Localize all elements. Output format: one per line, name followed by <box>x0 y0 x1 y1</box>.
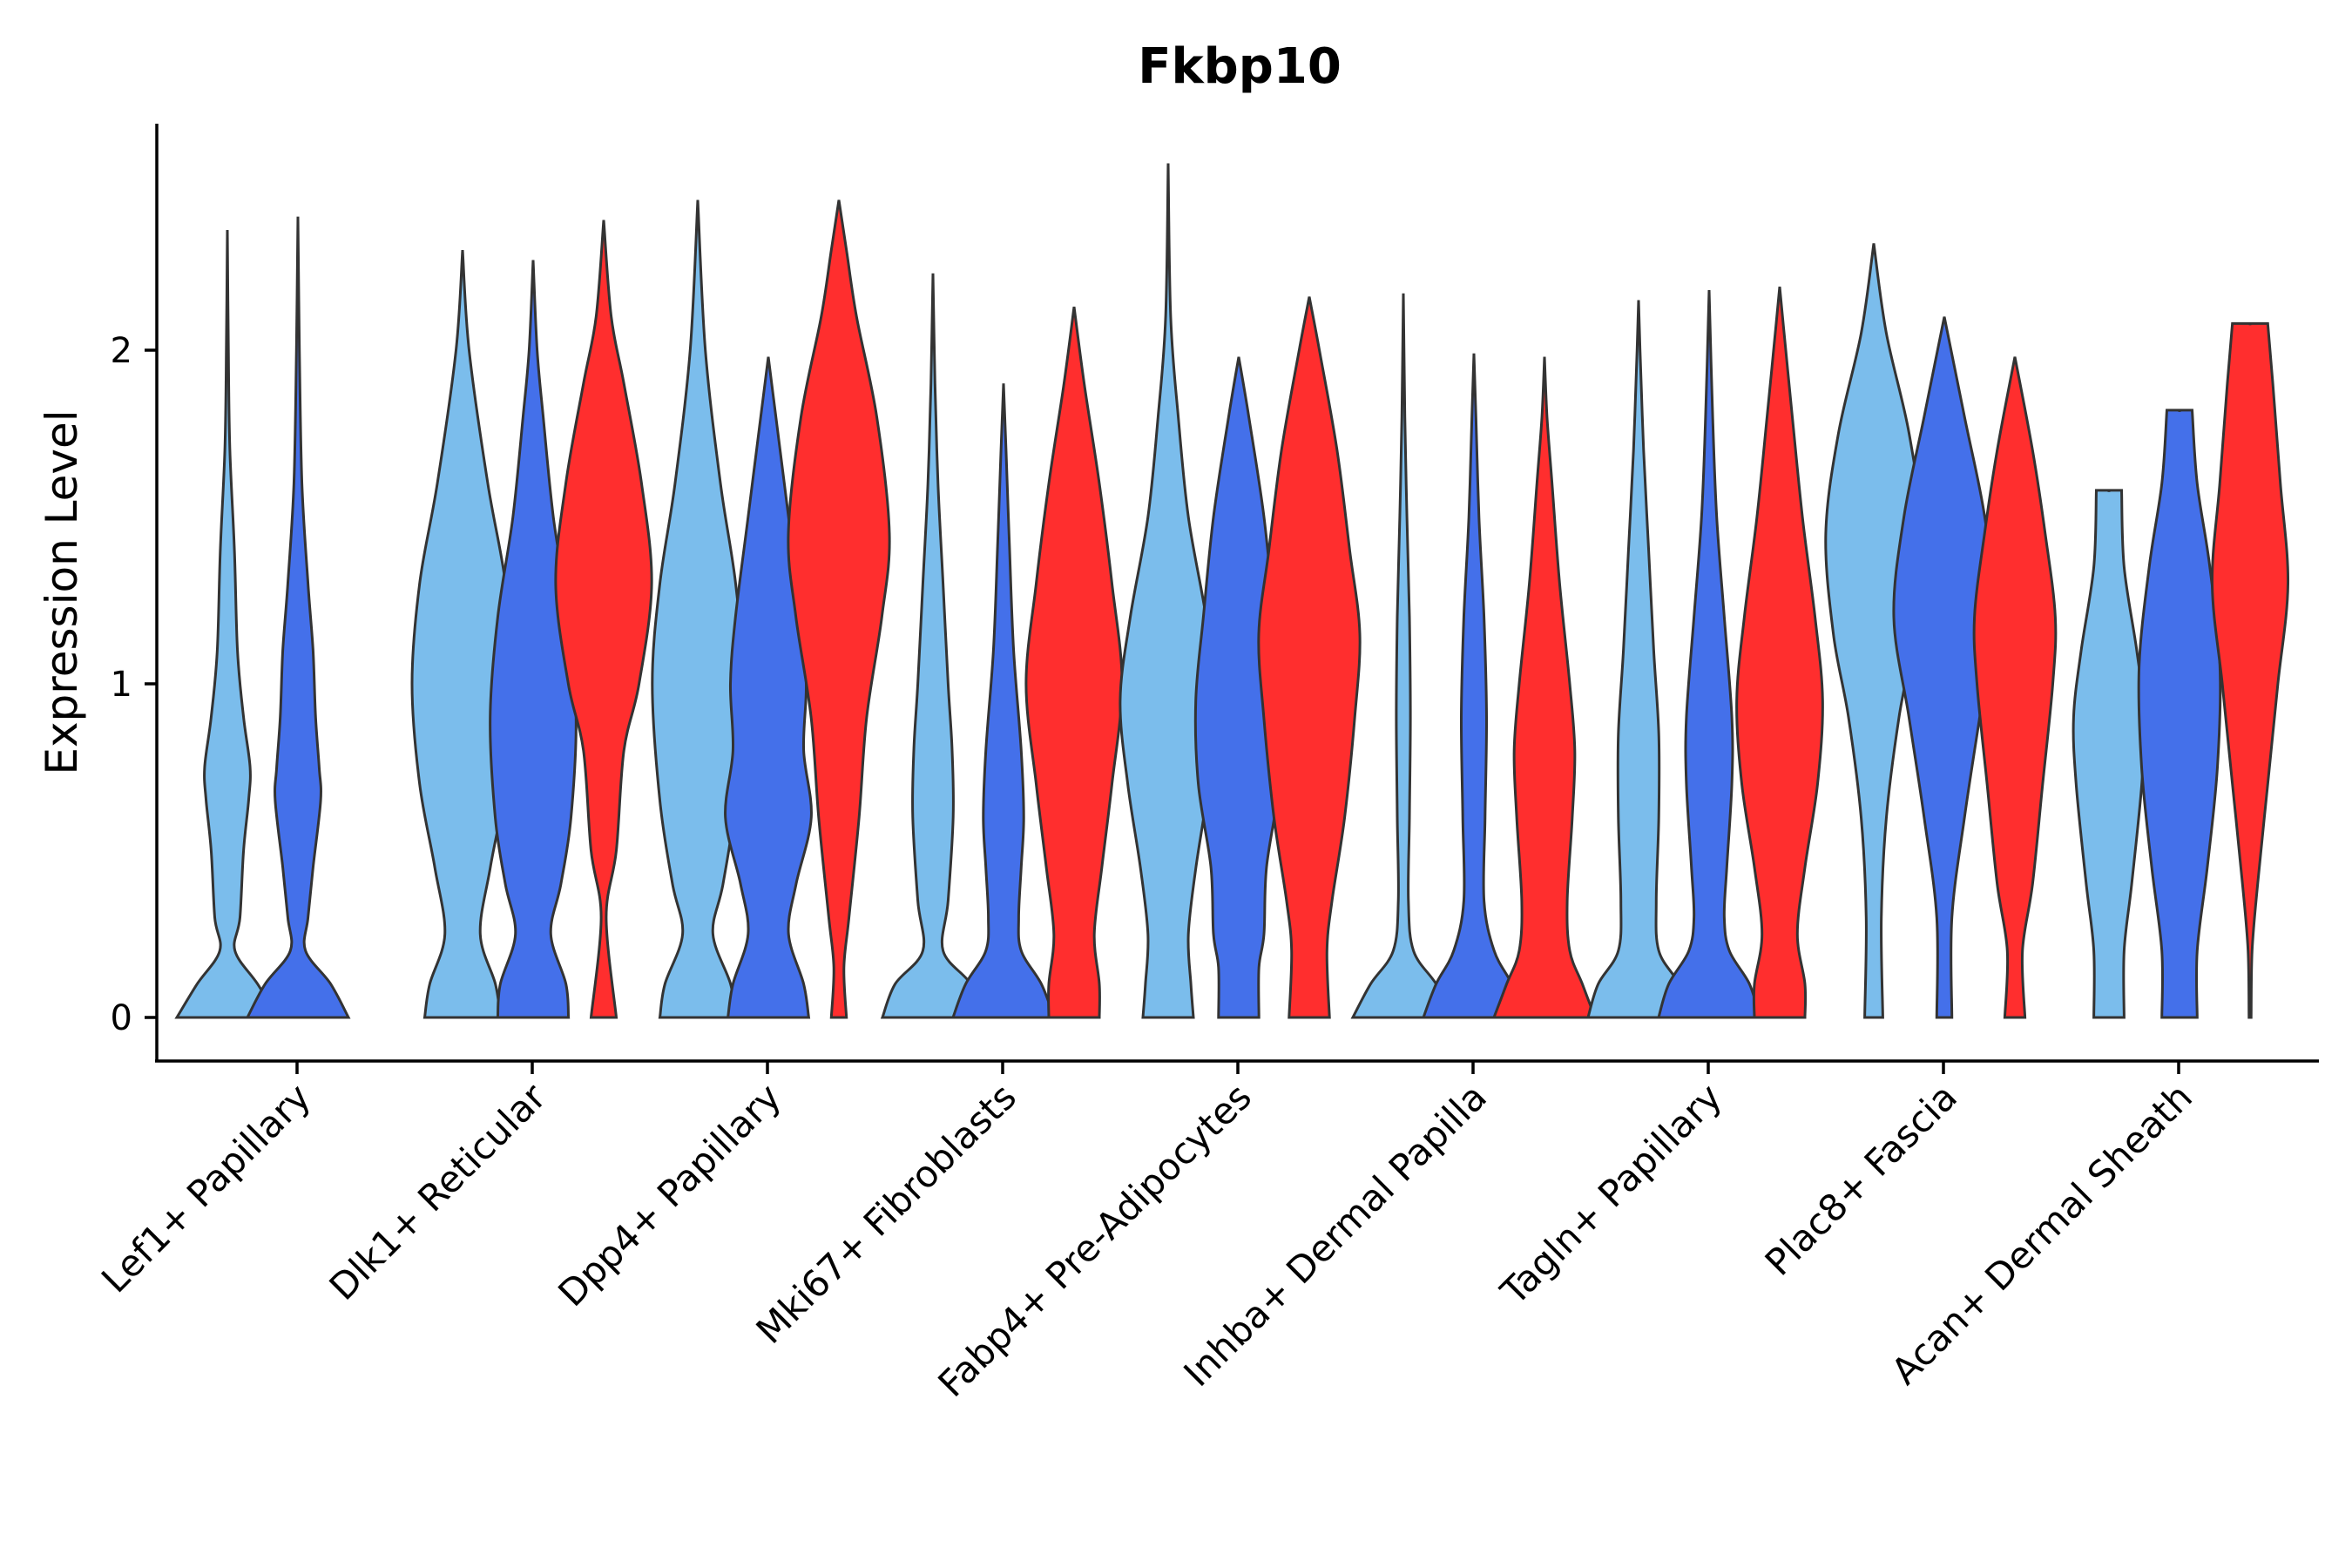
violin-tagln-papillary-light_blue <box>1585 300 1692 1019</box>
violin-dlk1-reticular-red <box>554 220 653 1019</box>
violin-inhba-dermal-papilla-blue <box>1421 353 1527 1019</box>
violin-dpp4-papillary-red <box>787 199 891 1019</box>
violin-lef1-papillary-blue <box>245 216 351 1019</box>
x-tick-label-plac8-fascia: Plac8+ Fascia <box>1757 1075 1965 1283</box>
y-axis-label: Expression Level <box>37 409 87 774</box>
violin-acan-dermal-sheath-blue <box>2137 409 2222 1019</box>
violin-acan-dermal-sheath-red <box>2210 321 2290 1019</box>
violin-lef1-papillary-light_blue <box>174 230 280 1019</box>
x-tick-label-dpp4-papillary: Dpp4+ Papillary <box>550 1075 789 1315</box>
x-tick-label-tagln-papillary: Tagln+ Papillary <box>1492 1075 1730 1313</box>
chart-title: Fkbp10 <box>1138 38 1342 95</box>
x-tick-label-mki67-fibroblasts: Mki67+ Fibroblasts <box>748 1075 1024 1351</box>
violins-layer <box>174 163 2290 1019</box>
violin-dpp4-papillary-light_blue <box>651 199 745 1019</box>
violin-plac8-fascia-red <box>1972 356 2058 1019</box>
violin-plac8-fascia-light_blue <box>1824 243 1923 1019</box>
violin-inhba-dermal-papilla-light_blue <box>1350 293 1456 1019</box>
violin-acan-dermal-sheath-light_blue <box>2072 489 2146 1019</box>
violin-fabp4-pre-adipocytes-light_blue <box>1119 163 1218 1019</box>
violin-inhba-dermal-papilla-red <box>1491 356 1598 1019</box>
x-tick-label-dlk1-reticular: Dlk1+ Reticular <box>321 1075 555 1308</box>
y-ticks: 0 1 2 <box>111 331 157 1038</box>
violin-mki67-fibroblasts-red <box>1024 307 1124 1019</box>
y-tick-label-1: 1 <box>111 665 132 705</box>
y-tick-label-2: 2 <box>111 331 132 371</box>
violin-mki67-fibroblasts-light_blue <box>880 273 986 1019</box>
violin-tagln-papillary-red <box>1735 287 1824 1019</box>
x-tick-label-lef1-papillary: Lef1+ Papillary <box>93 1075 319 1301</box>
y-tick-label-0: 0 <box>111 998 132 1038</box>
violin-fabp4-pre-adipocytes-red <box>1257 296 1362 1019</box>
